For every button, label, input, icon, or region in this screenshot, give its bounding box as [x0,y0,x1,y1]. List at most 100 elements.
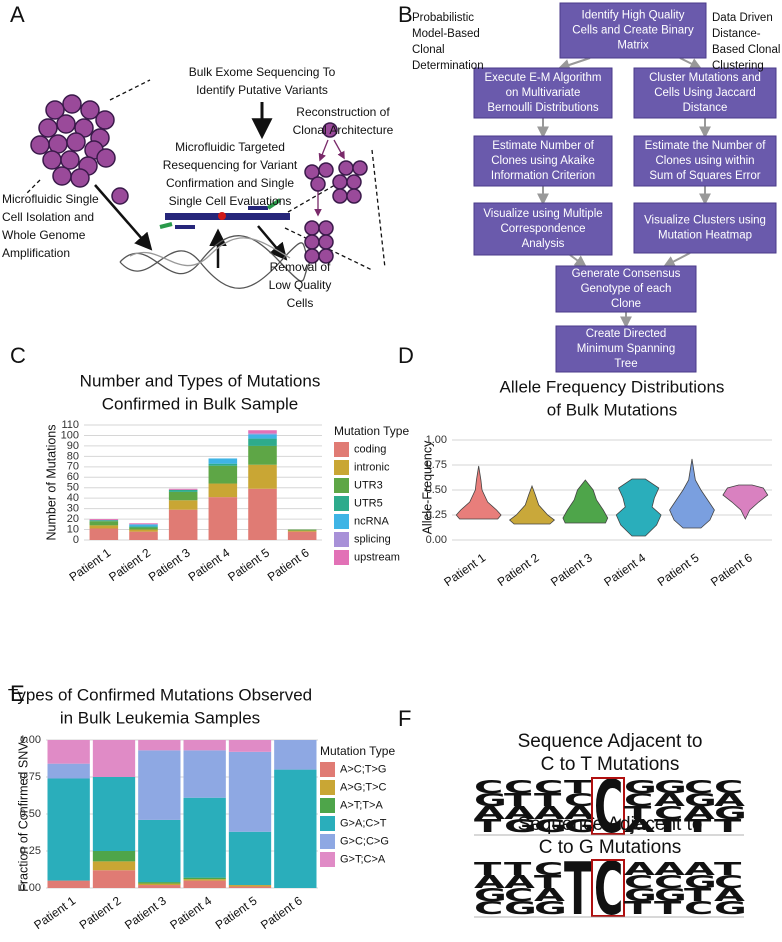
logo-letter: C [534,859,563,880]
bar-segment [183,879,226,881]
cell [318,220,334,236]
legend-label: G>A;C>T [340,817,387,829]
chart-title: Number and Types of Mutations [80,371,321,390]
logo-letter: C [714,777,743,798]
logo-title: C to T Mutations [541,754,680,775]
cells [30,94,368,264]
chart-title: of Bulk Mutations [547,400,677,419]
legend-swatch [334,532,349,547]
bar-segment [47,778,90,881]
flow-node-label: Visualize using Multiple [483,208,602,220]
logo-letter: C [474,777,503,798]
read [266,198,282,210]
logo-letter: A [684,859,715,880]
bar-segment [248,438,277,446]
flow-node [555,265,697,313]
flow-arrow [679,57,703,70]
side-label: Determination [412,60,484,72]
logo-letter: G [654,885,687,906]
read [159,222,173,229]
bar-segment [208,458,238,464]
legend-label: coding [354,443,386,455]
logo-letter: A [534,885,565,906]
legend-swatch [320,834,335,849]
y-tick-label: 90 [67,440,79,452]
diagram-label: Confirmation and Single [166,176,294,190]
bar-segment [208,463,238,466]
flow-arrow [662,252,691,268]
flow-node-label: Bernoulli Distributions [487,102,598,114]
dna-strand [119,242,311,289]
flow-node [473,67,613,119]
flow-node [633,135,777,187]
diagram-label: Amplification [2,246,70,260]
logo-letter: G [474,885,507,906]
violin [669,458,715,529]
y-tick-label: 100 [61,429,79,441]
dashed-connector [24,179,41,196]
chart-title: in Bulk Leukemia Samples [60,708,260,727]
flow-node [633,67,777,119]
flow-arrow [557,57,591,71]
cell [66,132,86,152]
violin [508,484,556,525]
flow-node-label: on Multivariate [506,87,581,99]
flow-node [473,202,613,256]
bar-segment [228,751,272,832]
y-tick-label: 30 [67,503,79,515]
cell [346,188,362,204]
x-tick-label: Patient 5 [213,893,260,932]
legend-swatch [334,442,349,457]
diagram-label: Resequencing for Variant [163,158,298,172]
legend-label: A>G;T>C [340,781,387,793]
mutation-box [591,859,625,917]
bar-segment [168,500,198,510]
x-tick-label: Patient 6 [258,893,305,932]
cell [38,118,58,138]
legend-swatch [320,798,335,813]
bar-segment [138,750,181,820]
cell [95,110,115,130]
legend-label: UTR3 [354,479,383,491]
violin [455,465,502,520]
logo-letter: G [474,790,507,811]
bar-segment [47,740,90,764]
logo-letter: C [684,898,713,919]
logo-letter: T [504,859,531,880]
bar-segment [129,529,158,532]
x-tick-label: Patient 3 [548,550,595,589]
bar-segment [47,880,90,888]
y-tick-label: 0.50 [20,808,41,820]
legend-label: G>C;C>G [340,835,389,847]
logo-letter: T [534,790,561,811]
bar-segment [274,740,317,770]
diagram-a-art [24,79,386,289]
flow-arrow [569,254,587,268]
diagram-label: Cells [287,296,314,310]
cell [30,135,50,155]
bar-segment [248,433,277,435]
diagram-label: Cell Isolation and [2,210,94,224]
bar-segment [287,530,317,532]
logo-title: C to G Mutations [539,837,682,858]
legend-swatch [334,496,349,511]
y-tick-label: 1.00 [426,434,447,446]
side-label: Based Clonal [712,44,780,56]
bar-segment [208,497,238,540]
legend-swatch [320,852,335,867]
logo-letter: T [714,816,741,837]
legend-swatch [320,762,335,777]
diagram-label: Clonal Architecture [293,123,394,137]
legend-title: Mutation Type [320,744,395,758]
flow-node-label: Execute E-M Algorithm [485,72,602,84]
legend-label: G>T;C>A [340,853,386,865]
diagram-label: Removal of [270,260,331,274]
bar-segment [92,861,136,871]
bar-segment [138,883,181,886]
dashed-connector [287,184,336,213]
flow-node-label: Identify High Quality [582,10,685,22]
flow-node-label: Distance [683,102,728,114]
y-tick-label: 0.50 [426,484,447,496]
panel-label: D [398,343,414,368]
target-read [165,213,290,220]
